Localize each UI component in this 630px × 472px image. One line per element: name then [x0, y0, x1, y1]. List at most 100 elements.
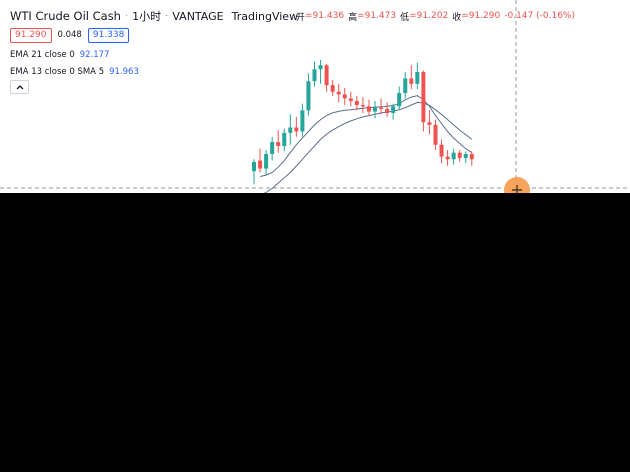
candle-body [385, 108, 390, 113]
candle-body [270, 142, 275, 154]
candle [312, 61, 317, 87]
candle [300, 103, 305, 137]
candle [288, 114, 293, 145]
candle-body [463, 153, 468, 158]
change-value: -0.147 (-0.16%) [504, 11, 575, 21]
candle [342, 87, 347, 105]
candle [360, 97, 365, 113]
candle-body [421, 71, 426, 123]
candle-body [403, 78, 408, 94]
sell-price-button[interactable]: 91.290 [10, 27, 52, 43]
candle-body [469, 153, 474, 160]
candle-body [354, 101, 359, 105]
low-value: =91.202 [409, 11, 449, 21]
candle-body [264, 153, 269, 169]
candle [409, 65, 414, 90]
candle [318, 60, 323, 84]
collapse-indicators-button[interactable] [10, 80, 29, 94]
candle [427, 110, 432, 135]
low-label: 低 [400, 12, 410, 23]
candle [252, 159, 256, 185]
candle [391, 103, 396, 120]
high-value: =91.473 [357, 11, 397, 21]
candle [373, 101, 377, 119]
candle [463, 151, 468, 164]
buy-price-button[interactable]: 91.338 [87, 27, 130, 43]
candle-body [276, 142, 281, 147]
candle-body [312, 69, 317, 82]
crosshair-plus-button[interactable] [504, 177, 530, 193]
candle [270, 136, 275, 161]
candle-body [282, 132, 287, 147]
candle-body [336, 91, 341, 95]
candle [366, 99, 371, 116]
candle [379, 98, 384, 115]
close-label: 收 [452, 12, 462, 23]
candle [403, 71, 408, 99]
ema-slow-line [263, 101, 473, 193]
symbol-header: WTI Crude Oil Cash · 1小时 · VANTAGE Tradi… [10, 8, 298, 24]
candle-body [324, 65, 329, 86]
candle-body [373, 107, 377, 112]
candle-body [294, 127, 299, 132]
high-label: 高 [348, 12, 358, 23]
broker-label: VANTAGE [172, 9, 224, 23]
indicator-value: 91.963 [109, 67, 139, 77]
candle-body [379, 107, 384, 109]
ema-layer [259, 95, 473, 193]
candle [324, 63, 329, 92]
candlestick-chart[interactable] [0, 0, 630, 193]
quote-row: 91.290 0.048 91.338 [10, 27, 130, 43]
indicator-ema13-sma5[interactable]: EMA 13 close 0 SMA 5 91.963 [10, 66, 139, 78]
candle [294, 116, 299, 137]
candle-body [360, 105, 365, 107]
chart-panel[interactable]: WTI Crude Oil Cash · 1小时 · VANTAGE Tradi… [0, 0, 630, 193]
candle [348, 91, 353, 107]
candle-layer [252, 60, 474, 185]
candle-body [445, 156, 450, 160]
candle [445, 150, 450, 166]
candle-body [439, 144, 444, 157]
open-value: =91.436 [305, 11, 345, 21]
candle [306, 73, 311, 116]
candle [457, 150, 462, 162]
candle [258, 148, 263, 173]
candle-body [306, 81, 311, 111]
candle [354, 95, 359, 111]
open-label: 开 [296, 12, 306, 23]
candle-body [300, 110, 305, 132]
candle-body [258, 160, 263, 169]
interval-label[interactable]: 1小时 [132, 10, 162, 23]
platform-label: TradingView [231, 9, 299, 23]
candle [330, 79, 335, 96]
spread-value: 0.048 [57, 30, 82, 40]
candle [397, 86, 402, 111]
candle-body [330, 85, 335, 92]
candle [385, 102, 390, 117]
candle [433, 119, 438, 150]
candle [439, 139, 444, 164]
candle-body [252, 161, 256, 172]
candle [469, 151, 474, 166]
black-overlay-area [0, 193, 630, 472]
candle-body [391, 106, 396, 113]
candle-body [318, 65, 323, 70]
close-value: =91.290 [461, 11, 501, 21]
indicator-label: EMA 13 close 0 SMA 5 [10, 67, 105, 77]
ema-fast-line [259, 95, 473, 177]
candle-body [288, 127, 293, 133]
plus-icon [512, 185, 522, 193]
candle [264, 150, 269, 176]
candle [282, 128, 287, 152]
candle [421, 70, 426, 132]
indicator-ema21[interactable]: EMA 21 close 0 92.177 [10, 49, 110, 61]
chevron-up-icon [16, 85, 23, 90]
candle-body [342, 94, 347, 99]
candle-body [348, 98, 353, 102]
candle-body [397, 93, 402, 107]
candle-body [366, 106, 371, 112]
header-separator: · [165, 10, 169, 22]
candle-body [427, 122, 432, 125]
symbol-name[interactable]: WTI Crude Oil Cash [10, 9, 121, 23]
candle [336, 83, 341, 103]
